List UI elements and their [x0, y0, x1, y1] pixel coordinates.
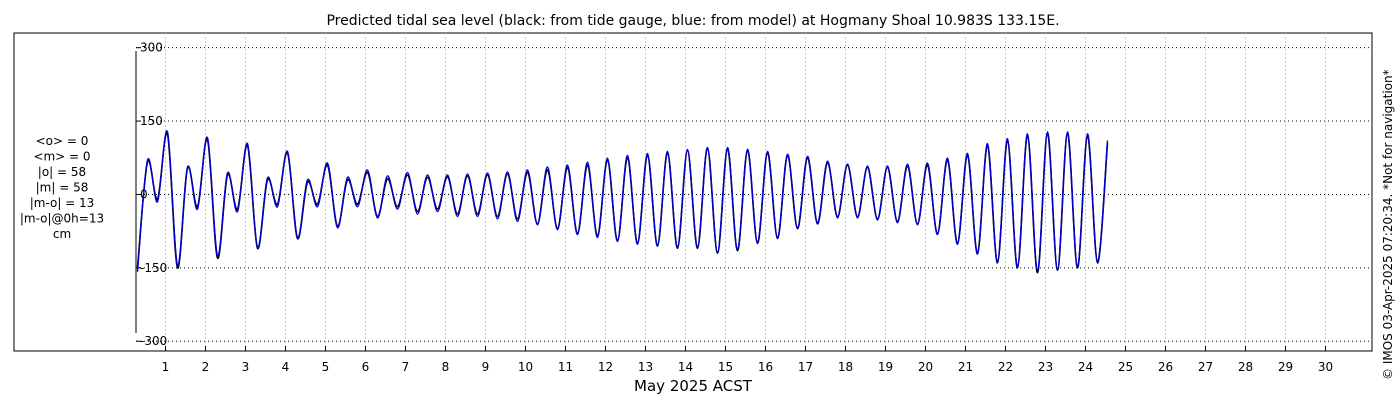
x-tick-label: 17 — [798, 360, 813, 374]
stat-line: |m-o| = 13 — [30, 196, 95, 210]
x-tick-label: 10 — [518, 360, 533, 374]
y-tick-label: 300 — [140, 41, 163, 55]
x-tick-label: 24 — [1078, 360, 1093, 374]
x-tick-label: 1 — [162, 360, 170, 374]
x-tick-label: 9 — [482, 360, 490, 374]
series — [136, 130, 1109, 274]
x-tick-label: 27 — [1198, 360, 1213, 374]
x-tick-label: 5 — [322, 360, 330, 374]
x-tick-label: 16 — [758, 360, 773, 374]
x-tick-label: 6 — [362, 360, 370, 374]
plot-frame — [13, 32, 1373, 352]
x-tick-label: 15 — [718, 360, 733, 374]
x-axis-label: May 2025 ACST — [634, 377, 753, 395]
grid — [136, 33, 1372, 351]
x-tick-label: 7 — [402, 360, 410, 374]
y-tick-label: -150 — [140, 261, 167, 275]
y-tick-label: -300 — [140, 334, 167, 348]
stat-line: <m> = 0 — [33, 150, 90, 164]
stat-line: |o| = 58 — [38, 165, 86, 179]
x-tick-label: 22 — [998, 360, 1013, 374]
x-tick-label: 13 — [638, 360, 653, 374]
stat-line: |m| = 58 — [36, 181, 89, 195]
x-tick-label: 4 — [282, 360, 290, 374]
x-tick-label: 23 — [1038, 360, 1053, 374]
x-tick-label: 2 — [202, 360, 210, 374]
chart-title: Predicted tidal sea level (black: from t… — [326, 13, 1059, 29]
x-tick-label: 28 — [1238, 360, 1253, 374]
x-tick-label: 12 — [598, 360, 613, 374]
axes: 1 2 3 4 5 6 7 8 9 10 11 12 13 14 15 16 17 18 19 20 21 22 23 24 2… — [135, 41, 1333, 374]
y-tick-label: 150 — [140, 114, 163, 128]
x-tick-label: 18 — [838, 360, 853, 374]
stat-line: |m-o|@0h=13 — [20, 212, 104, 226]
x-tick-label: 26 — [1158, 360, 1173, 374]
statistics-panel: <o> = 0 <m> = 0|o| = 58 |m| = 58|m-o| = 13… — [20, 134, 104, 241]
series-line-model — [136, 130, 1109, 272]
x-tick-label: 21 — [958, 360, 973, 374]
x-tick-label: 14 — [678, 360, 693, 374]
x-tick-label: 8 — [442, 360, 450, 374]
copyright-notice: © IMOS 03-Apr-2025 07:20:34. *Not for na… — [1381, 69, 1395, 380]
stat-line: <o> = 0 — [36, 134, 89, 148]
x-tick-label: 11 — [558, 360, 573, 374]
x-tick-label: 25 — [1118, 360, 1133, 374]
x-tick-label: 20 — [918, 360, 933, 374]
x-tick-label: 19 — [878, 360, 893, 374]
stat-line: cm — [53, 227, 71, 241]
x-tick-label: 3 — [242, 360, 250, 374]
x-tick-label: 30 — [1318, 360, 1333, 374]
x-tick-label: 29 — [1278, 360, 1293, 374]
